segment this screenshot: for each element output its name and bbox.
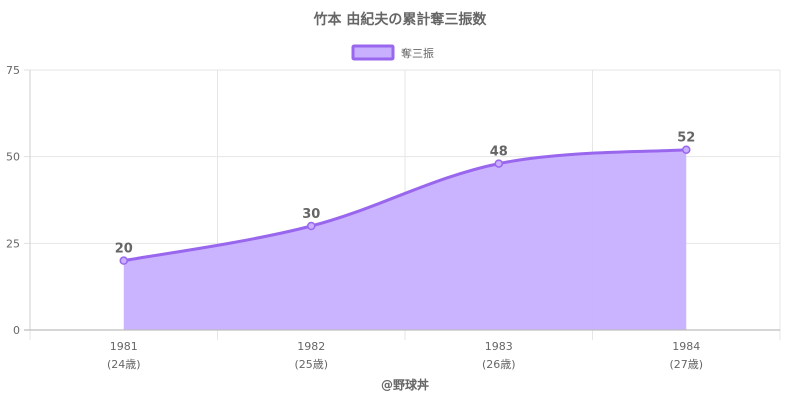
x-tick-sublabel: (26歳)	[482, 358, 516, 371]
x-tick-label: 1981	[110, 340, 138, 353]
data-point[interactable]	[307, 221, 316, 231]
plot-area	[119, 145, 691, 330]
chart-title: 竹本 由紀夫の累計奪三振数	[313, 11, 488, 28]
data-label: 48	[490, 145, 508, 160]
data-point[interactable]	[682, 145, 691, 154]
x-tick-sublabel: (27歳)	[669, 358, 703, 371]
x-tick-label: 1982	[297, 340, 325, 353]
labels: 0 25 50 75 20 30 48 52 1981 (24歳) 1982 (25歳) 1983 (26…	[6, 64, 703, 371]
y-tick-label: 50	[6, 151, 20, 164]
legend-swatch	[351, 44, 395, 61]
credit: @野球丼	[381, 377, 429, 392]
x-tick-label: 1984	[672, 340, 700, 353]
y-tick-label: 75	[6, 64, 20, 77]
series-line	[123, 148, 687, 263]
series-area	[123, 149, 687, 330]
data-point[interactable]	[119, 256, 128, 265]
legend[interactable]: 奪三振	[351, 44, 434, 61]
axes	[24, 69, 780, 331]
x-tick-sublabel: (24歳)	[107, 358, 141, 371]
data-label: 52	[677, 131, 695, 146]
data-label: 20	[115, 242, 133, 257]
legend-label: 奪三振	[401, 46, 434, 60]
x-tick-label: 1983	[485, 340, 513, 353]
data-label: 30	[302, 207, 320, 222]
x-tick-sublabel: (25歳)	[294, 358, 328, 371]
y-tick-label: 25	[6, 237, 20, 250]
y-tick-label: 0	[13, 324, 20, 337]
data-point[interactable]	[494, 159, 503, 168]
